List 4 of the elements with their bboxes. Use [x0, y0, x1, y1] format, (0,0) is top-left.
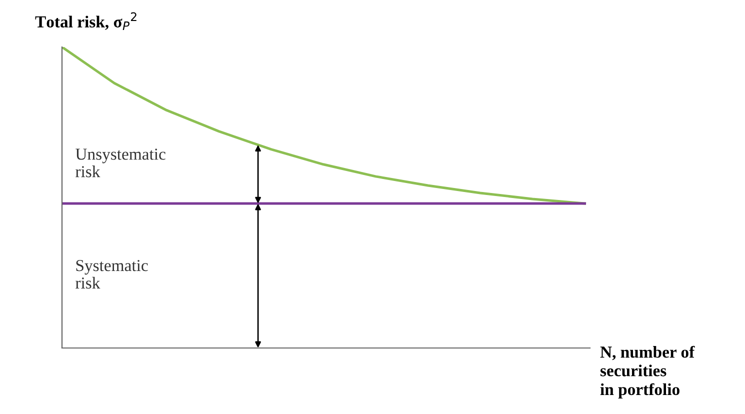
x-axis-title: N, number of securities in portfolio [600, 346, 695, 399]
annotation: Systematic risk [76, 260, 148, 289]
y-axis-title: Total risk, σ$_{P}$$^{2}$ [35, 12, 136, 30]
annotation: Unsystematic risk [76, 148, 166, 178]
